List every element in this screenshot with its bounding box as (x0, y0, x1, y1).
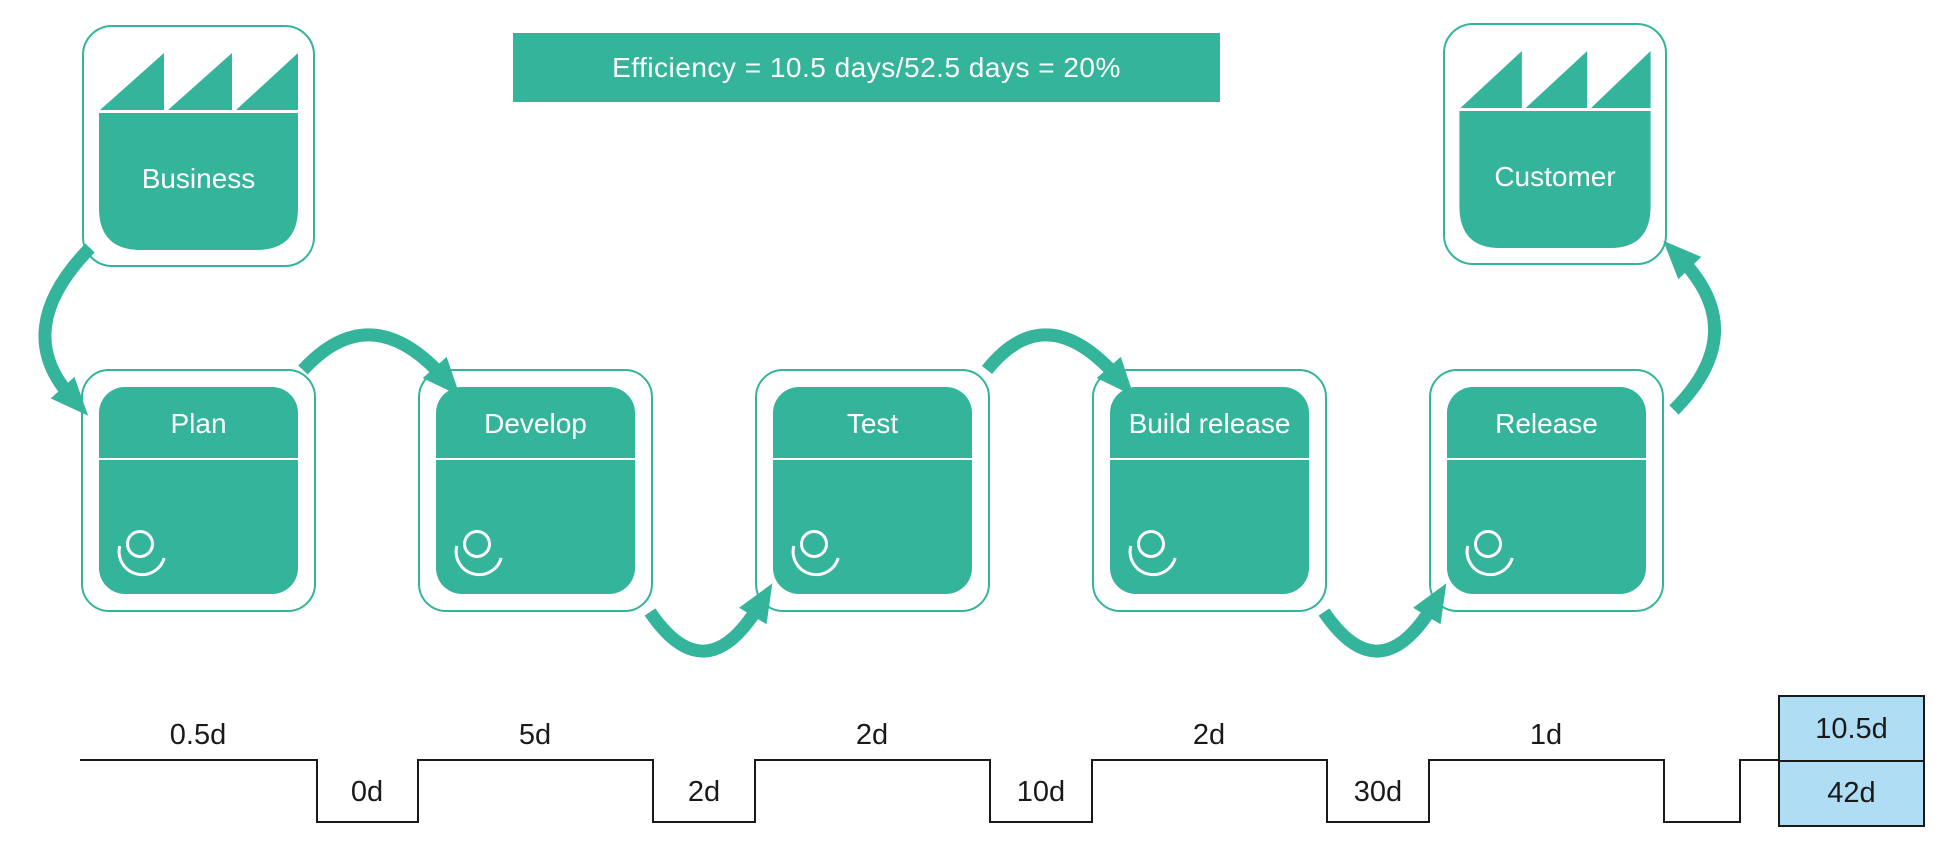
process-box-plan: Plan (81, 369, 316, 612)
arrow-develop-to-test (644, 583, 773, 658)
operator-icon (791, 530, 840, 577)
endpoint-label: Business (141, 163, 256, 194)
process-box-develop: Develop (418, 369, 653, 612)
process-box-release: Release (1429, 369, 1664, 612)
total-wait-time: 42d (1827, 777, 1876, 809)
efficiency-banner: Efficiency = 10.5 days/52.5 days = 20% (513, 33, 1220, 102)
process-card: Test (773, 387, 972, 594)
arrow-test-to-buildrelease (981, 328, 1134, 397)
operator-icon (117, 530, 166, 577)
arrow-buildrelease-to-release (1318, 583, 1447, 658)
total-process-time: 10.5d (1780, 697, 1923, 762)
business-node: Business (82, 25, 315, 267)
arrow-release-to-customer (1663, 240, 1721, 415)
process-time-label: 1d (1529, 719, 1563, 751)
process-title: Build release (1110, 387, 1309, 460)
process-time-label: 2d (855, 719, 889, 751)
customer-node: Customer (1443, 23, 1667, 265)
factory-icon (1459, 51, 1651, 248)
process-time-label: 5d (518, 719, 552, 751)
wait-time-label: 2d (687, 776, 721, 808)
endpoint-label: Customer (1494, 161, 1616, 192)
process-box-test: Test (755, 369, 990, 612)
operator-icon (454, 530, 503, 577)
process-time-label: 0.5d (169, 719, 227, 751)
process-box-build-release: Build release (1092, 369, 1327, 612)
process-card: Develop (436, 387, 635, 594)
process-title: Release (1447, 387, 1646, 460)
process-title: Test (773, 387, 972, 460)
process-card: Plan (99, 387, 298, 594)
process-card: Release (1447, 387, 1646, 594)
totals-box: 10.5d 42d (1778, 695, 1925, 827)
factory-icon (99, 53, 298, 250)
process-title: Plan (99, 387, 298, 460)
process-time-label: 2d (1192, 719, 1226, 751)
arrow-plan-to-develop (298, 328, 460, 396)
process-card: Build release (1110, 387, 1309, 594)
wait-time-label: 0d (350, 776, 384, 808)
process-title: Develop (436, 387, 635, 460)
wait-time-label: 30d (1353, 776, 1403, 808)
operator-icon (1465, 530, 1514, 577)
operator-icon (1128, 530, 1177, 577)
arrow-business-to-plan (38, 243, 95, 416)
wait-time-label: 10d (1016, 776, 1066, 808)
